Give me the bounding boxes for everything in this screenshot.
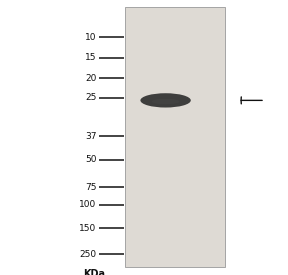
Text: 37: 37 (85, 132, 96, 141)
Text: 100: 100 (79, 200, 96, 209)
Text: 25: 25 (85, 93, 96, 102)
Text: 20: 20 (85, 74, 96, 83)
Text: KDa: KDa (83, 269, 105, 275)
Text: 10: 10 (85, 33, 96, 42)
Text: 15: 15 (85, 53, 96, 62)
Ellipse shape (141, 93, 191, 108)
Text: 75: 75 (85, 183, 96, 191)
Bar (125, 7, 225, 267)
Text: 250: 250 (79, 250, 96, 259)
Ellipse shape (152, 99, 179, 104)
Text: 150: 150 (79, 224, 96, 233)
Text: 50: 50 (85, 155, 96, 164)
